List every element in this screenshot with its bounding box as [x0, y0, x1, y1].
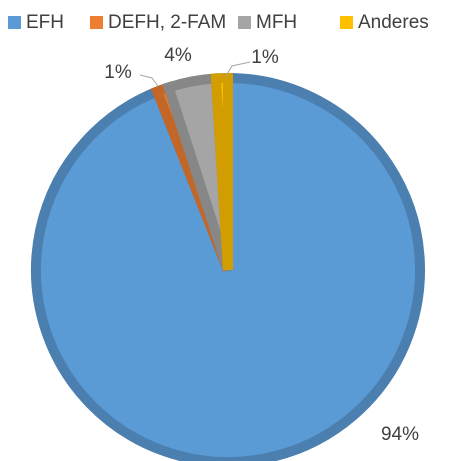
- legend-swatch: [8, 16, 21, 29]
- data-label: 1%: [251, 47, 279, 68]
- data-label: 4%: [164, 45, 192, 66]
- legend-label: Anderes: [358, 12, 429, 33]
- legend-label: DEFH, 2-FAM: [108, 12, 226, 33]
- pie-slice: [31, 72, 425, 461]
- legend-swatch: [340, 16, 353, 29]
- legend-label: MFH: [256, 12, 297, 33]
- legend-label: EFH: [26, 12, 64, 33]
- legend-swatch: [238, 16, 251, 29]
- leader-line: [139, 74, 159, 87]
- data-label: 1%: [104, 62, 132, 83]
- pie-slice: [210, 72, 233, 271]
- data-label: 94%: [381, 424, 419, 445]
- legend-swatch: [90, 16, 103, 29]
- leader-line: [225, 61, 251, 77]
